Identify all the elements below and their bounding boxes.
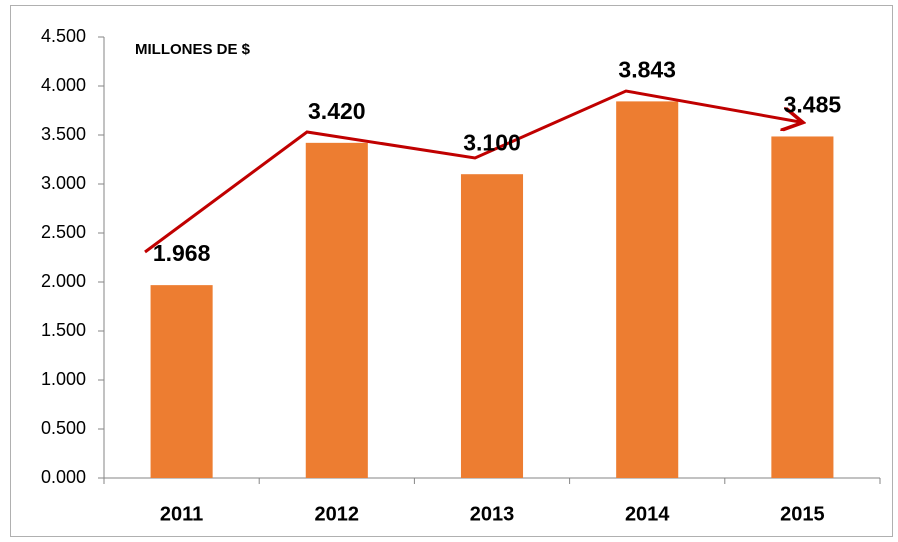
plot: 0.000 0.500 1.000 1.500 2.000 2.500 3.000 3.500… xyxy=(41,26,881,525)
x-tick-label: 2015 xyxy=(780,503,825,525)
y-tick-label: 0.500 xyxy=(41,418,86,438)
x-tick-label: 2014 xyxy=(625,503,670,525)
x-tick-label: 2012 xyxy=(315,503,360,525)
y-tick-label: 1.000 xyxy=(41,369,86,389)
value-label: 3.100 xyxy=(463,129,521,155)
trend-arrow xyxy=(144,89,800,254)
x-tick-label: 2013 xyxy=(470,503,515,525)
bar xyxy=(305,142,368,478)
y-tick-label: 2.000 xyxy=(41,271,86,291)
bar xyxy=(771,136,834,478)
x-tick-label: 2011 xyxy=(160,503,203,525)
chart-frame xyxy=(10,5,893,537)
chart-title: MILLONES DE $ xyxy=(135,41,251,58)
value-label: 1.968 xyxy=(153,240,211,266)
y-tick-label: 4.500 xyxy=(41,26,86,46)
y-tick-label: 0.000 xyxy=(41,467,86,487)
y-tick-label: 3.000 xyxy=(41,173,86,193)
value-label: 3.843 xyxy=(618,56,676,82)
bar xyxy=(460,174,524,478)
y-tick-label: 4.000 xyxy=(41,75,86,95)
y-tick-label: 3.500 xyxy=(41,124,86,144)
bar xyxy=(150,285,213,478)
bar xyxy=(616,101,679,479)
value-label: 3.485 xyxy=(784,92,842,118)
value-label: 3.420 xyxy=(308,98,366,124)
y-tick-label: 1.500 xyxy=(41,320,86,340)
y-tick-label: 2.500 xyxy=(41,222,86,242)
